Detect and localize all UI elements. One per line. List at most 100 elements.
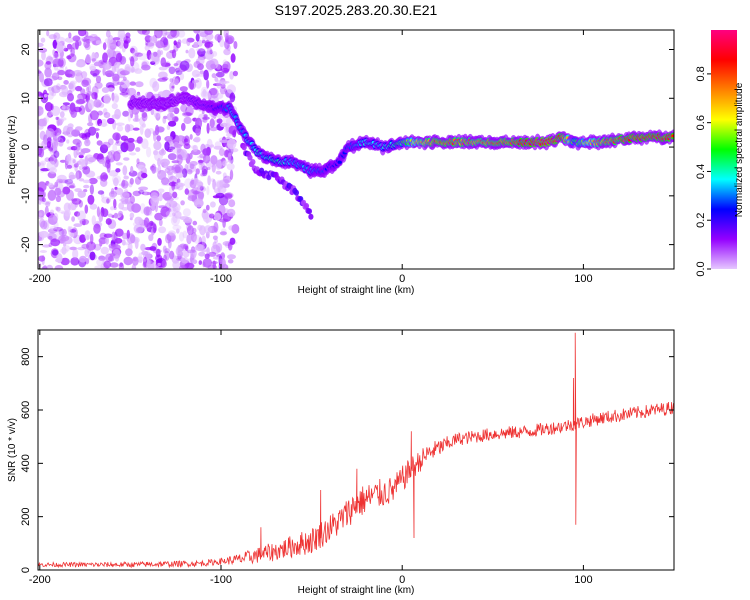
noise-blob (112, 37, 121, 41)
noise-blob (70, 257, 80, 266)
noise-blob (63, 202, 71, 213)
noise-blob (195, 33, 200, 42)
noise-blob (42, 244, 51, 248)
noise-blob (98, 159, 106, 164)
noise-blob (158, 219, 163, 227)
noise-blob (85, 54, 92, 64)
noise-blob (215, 93, 224, 99)
noise-blob (227, 37, 233, 45)
noise-blob (114, 186, 118, 190)
noise-blob (87, 249, 92, 254)
noise-blob (115, 168, 121, 173)
noise-blob (211, 51, 218, 57)
noise-blob (149, 52, 159, 63)
noise-blob (111, 93, 120, 104)
noise-blob (66, 182, 75, 188)
noise-blob (156, 135, 161, 142)
snr-frame (37, 329, 675, 571)
noise-blob (197, 159, 204, 163)
noise-blob (204, 253, 210, 259)
noise-blob (95, 132, 99, 139)
noise-blob (219, 231, 227, 236)
noise-blob (201, 165, 208, 175)
noise-blob (157, 262, 161, 267)
colorbar-label: Normalized spectral amplitude (734, 82, 745, 217)
noise-blob (157, 237, 162, 246)
noise-blob (61, 228, 67, 237)
noise-blob (159, 128, 164, 133)
noise-blob (38, 212, 42, 218)
noise-blob (150, 61, 156, 65)
noise-blob (164, 248, 171, 254)
noise-blob (38, 42, 44, 48)
colorbar-tick-label: 0.4 (695, 164, 707, 179)
noise-blob (208, 213, 215, 219)
noise-blob (186, 249, 196, 254)
noise-blob (219, 139, 229, 143)
noise-blob (166, 136, 173, 141)
noise-blob (105, 236, 109, 245)
noise-blob (87, 157, 96, 163)
noise-blob (141, 111, 148, 118)
spectrogram-frame (37, 29, 675, 270)
noise-blob (72, 159, 76, 164)
colorbar-tick-label: 0.6 (695, 115, 707, 130)
noise-blob (229, 92, 236, 103)
noise-blob (151, 163, 157, 174)
noise-blob (67, 226, 71, 233)
noise-blob (49, 225, 58, 230)
noise-blob (186, 37, 191, 47)
noise-blob (134, 176, 142, 185)
noise-blob (200, 173, 205, 177)
noise-blob (123, 40, 129, 49)
noise-blob (230, 53, 236, 63)
noise-blob (153, 55, 160, 63)
noise-blob (215, 71, 225, 78)
noise-blob (118, 210, 123, 217)
noise-blob (153, 51, 158, 57)
noise-blob (173, 78, 179, 86)
noise-blob (189, 247, 197, 259)
noise-blob (114, 95, 119, 103)
noise-blob (156, 50, 162, 58)
noise-blob (212, 179, 217, 190)
noise-blob (98, 255, 106, 261)
noise-blob (219, 86, 227, 95)
noise-blob (158, 66, 168, 71)
noise-blob (84, 230, 91, 241)
noise-blob (111, 103, 118, 110)
snr-ytick-label: 0 (20, 567, 32, 573)
colorbar-tick-label: 0.0 (695, 261, 707, 276)
noise-blob (60, 257, 70, 266)
noise-blob (172, 206, 179, 213)
noise-blob (157, 91, 166, 98)
noise-blob (187, 189, 197, 200)
noise-blob (71, 198, 82, 205)
noise-blob (152, 223, 157, 234)
noise-blob (144, 128, 152, 138)
noise-blob (89, 37, 96, 42)
noise-blob (112, 132, 121, 141)
noise-blob (227, 254, 236, 260)
noise-blob (176, 228, 180, 234)
noise-blob (53, 150, 60, 158)
noise-blob (41, 51, 46, 61)
noise-blob (193, 198, 204, 208)
noise-blob (203, 153, 211, 164)
noise-blob (226, 208, 236, 217)
noise-blob (201, 168, 208, 177)
spectrogram-xtick-label: 100 (574, 273, 592, 285)
noise-blob (210, 144, 215, 148)
noise-blob (224, 193, 233, 200)
noise-blob (136, 158, 140, 165)
snr-ylabel: SNR (10 * v/v) (7, 418, 18, 482)
noise-blob (119, 92, 129, 96)
noise-blob (100, 118, 108, 128)
noise-blob (108, 151, 112, 160)
noise-blob (195, 168, 200, 175)
noise-blob (130, 165, 134, 174)
noise-blob (161, 76, 169, 81)
noise-blob (170, 30, 177, 38)
noise-blob (84, 248, 89, 257)
